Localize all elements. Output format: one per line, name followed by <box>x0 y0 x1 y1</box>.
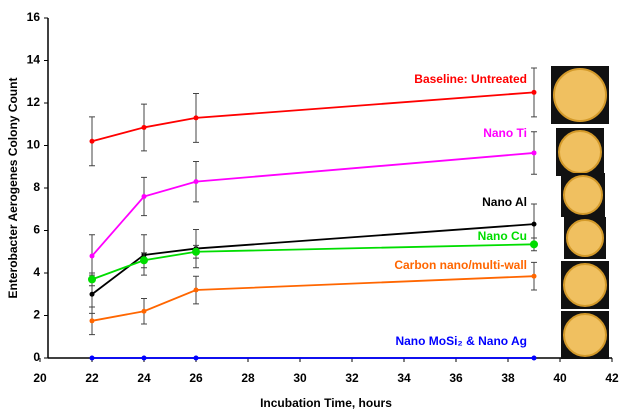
data-point <box>89 318 95 324</box>
data-point <box>193 115 199 121</box>
data-point <box>531 221 537 227</box>
x-tick-label: 20 <box>33 371 47 385</box>
y-axis-title: Enterobacter Aerogenes Colony Count <box>6 78 20 299</box>
dish <box>563 263 607 307</box>
series-line <box>91 275 535 322</box>
x-tick-label: 26 <box>189 371 203 385</box>
data-point <box>192 247 200 256</box>
x-tick-label: 36 <box>449 371 463 385</box>
data-point <box>89 355 95 361</box>
y-tick-label: 0 <box>33 350 40 364</box>
dish <box>558 130 602 174</box>
series-label: Nano Al <box>482 195 527 209</box>
data-point <box>141 194 147 199</box>
x-tick-label: 32 <box>345 371 359 385</box>
series-line <box>91 152 535 257</box>
y-tick-label: 4 <box>33 265 40 279</box>
y-tick-label: 8 <box>33 180 40 194</box>
x-tick-label: 28 <box>241 371 255 385</box>
data-point <box>193 355 199 361</box>
x-tick-label: 24 <box>137 371 151 385</box>
x-axis-title: Incubation Time, hours <box>260 396 392 410</box>
dish <box>566 219 604 257</box>
x-tick-label: 22 <box>85 371 99 385</box>
series-line <box>91 243 535 281</box>
data-point <box>88 275 96 284</box>
data-point <box>89 291 95 297</box>
data-point <box>140 256 148 265</box>
x-tick-label: 42 <box>605 371 619 385</box>
series-line <box>91 223 535 295</box>
data-point <box>89 253 95 259</box>
series-line <box>91 91 535 143</box>
series-label: Baseline: Untreated <box>414 72 527 86</box>
data-point <box>193 287 199 293</box>
y-tick-label: 6 <box>33 223 40 237</box>
data-point <box>531 150 537 156</box>
y-tick-label: 16 <box>27 10 41 24</box>
x-tick-label: 40 <box>553 371 567 385</box>
dish <box>563 313 607 357</box>
y-tick-label: 12 <box>27 95 41 109</box>
series-label: Nano Ti <box>483 126 527 140</box>
dish <box>553 68 607 122</box>
data-point <box>141 308 147 314</box>
data-point <box>193 179 199 185</box>
data-point <box>531 355 537 361</box>
x-tick-label: 30 <box>293 371 307 385</box>
data-point <box>89 138 95 144</box>
series-label: Nano Cu <box>478 229 527 243</box>
x-tick-label: 38 <box>501 371 515 385</box>
data-point <box>531 89 537 95</box>
y-tick-label: 10 <box>27 138 41 152</box>
series-label: Nano MoSi₂ & Nano Ag <box>395 334 527 348</box>
data-point <box>141 124 147 130</box>
x-tick-label: 34 <box>397 371 411 385</box>
data-point <box>530 240 538 249</box>
series-label: Carbon nano/multi-wall <box>394 258 527 272</box>
data-point <box>141 355 147 361</box>
data-point <box>531 273 537 279</box>
y-tick-label: 14 <box>27 53 41 67</box>
dish <box>563 175 603 215</box>
y-tick-label: 2 <box>33 308 40 322</box>
